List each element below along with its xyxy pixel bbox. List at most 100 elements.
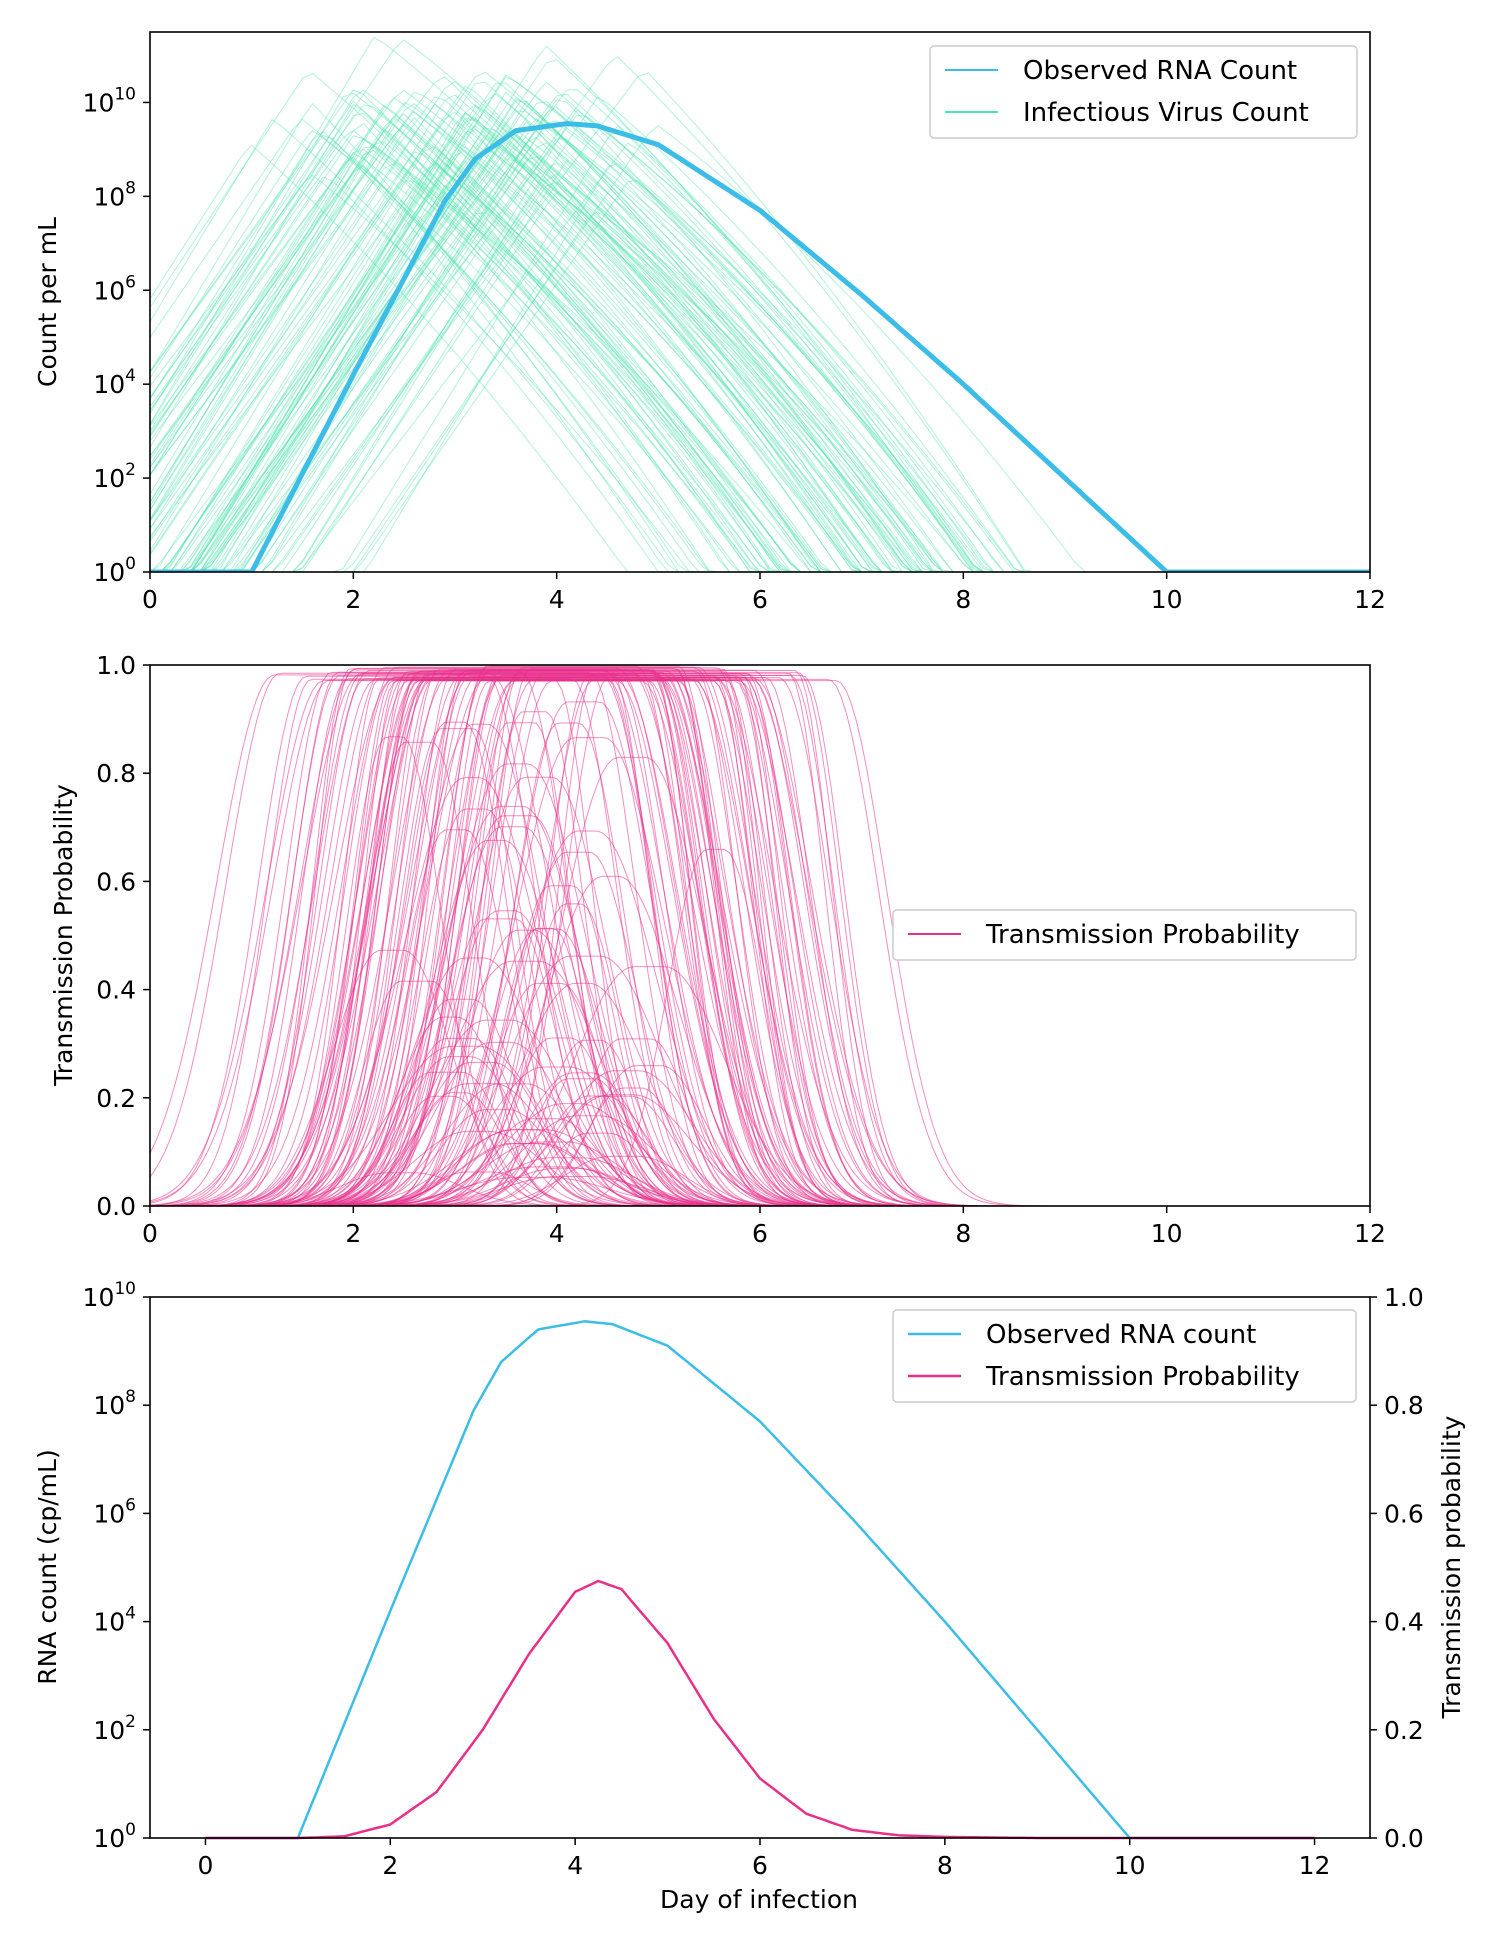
bottom-ylabel-left: RNA count (cp/mL) xyxy=(33,1449,62,1684)
virus-count-curve xyxy=(150,45,1370,572)
x-tick-label: 6 xyxy=(752,1851,768,1880)
virus-count-curve xyxy=(150,36,1370,572)
virus-count-curve xyxy=(150,76,1370,572)
virus-count-curve xyxy=(150,120,1370,572)
virus-count-curve xyxy=(150,113,1370,572)
virus-count-curve xyxy=(150,134,1370,572)
virus-count-curve xyxy=(150,156,1370,572)
bottom-legend-rna-label: Observed RNA count xyxy=(986,1320,1256,1350)
virus-count-curve xyxy=(150,110,1370,572)
virus-count-curve xyxy=(150,89,1370,572)
x-tick-label: 6 xyxy=(752,585,768,614)
x-tick-label: 4 xyxy=(549,585,565,614)
virus-count-curve xyxy=(150,158,1370,572)
virus-count-curve xyxy=(150,100,1370,572)
virus-count-curve xyxy=(150,142,1370,572)
virus-count-curve xyxy=(150,91,1370,572)
virus-count-curve xyxy=(150,112,1370,572)
virus-count-curve xyxy=(150,103,1370,572)
bottom-xlabel: Day of infection xyxy=(660,1885,858,1914)
y-tick-label: 0.2 xyxy=(96,1084,136,1113)
y-tick-label: 1010 xyxy=(83,84,136,117)
virus-count-curve xyxy=(150,181,1370,572)
virus-count-curve xyxy=(150,99,1370,572)
y-tick-label: 102 xyxy=(93,1712,136,1745)
y-tick-label: 1010 xyxy=(83,1279,136,1312)
x-tick-label: 10 xyxy=(1151,585,1183,614)
virus-count-curve xyxy=(150,152,1370,572)
virus-count-curve xyxy=(150,135,1370,572)
virus-count-curve xyxy=(150,80,1370,572)
virus-count-curve xyxy=(150,141,1370,572)
virus-count-curve xyxy=(150,142,1370,572)
virus-count-curve xyxy=(150,129,1370,572)
virus-count-curve xyxy=(150,103,1370,572)
virus-count-curve xyxy=(150,151,1370,572)
virus-count-curve xyxy=(150,71,1370,572)
y-tick-label: 108 xyxy=(93,178,136,211)
y-tick-label: 0.4 xyxy=(96,976,136,1005)
virus-count-curve xyxy=(150,104,1370,572)
y-right-tick-label: 0.8 xyxy=(1384,1391,1424,1420)
top-panel: 0 2 4 6 8 10 12 100 102 104 106 108 1010 Count per m… xyxy=(33,31,1386,614)
virus-count-curve xyxy=(150,128,1370,572)
virus-count-curve xyxy=(150,150,1370,572)
virus-count-curve xyxy=(150,93,1370,572)
y-tick-label: 104 xyxy=(93,1604,136,1637)
virus-count-curve xyxy=(150,85,1370,572)
middle-legend-box xyxy=(892,909,1357,961)
virus-count-curve xyxy=(150,100,1370,572)
virus-count-curve xyxy=(150,125,1370,572)
y-right-tick-label: 0.4 xyxy=(1384,1608,1424,1637)
middle-ylabel: Transmission Probability xyxy=(49,784,78,1087)
virus-count-curve xyxy=(150,117,1370,572)
virus-count-curve xyxy=(150,184,1370,572)
virus-count-curve xyxy=(150,97,1370,572)
virus-count-curve xyxy=(150,112,1370,572)
virus-count-curve xyxy=(150,76,1370,572)
x-tick-label: 12 xyxy=(1354,585,1386,614)
virus-count-curve xyxy=(150,146,1370,572)
x-tick-label: 0 xyxy=(142,585,158,614)
x-tick-label: 8 xyxy=(955,1219,971,1248)
virus-count-curve xyxy=(150,160,1370,572)
virus-count-curve xyxy=(150,96,1370,572)
virus-count-curve xyxy=(150,118,1370,572)
virus-count-curve xyxy=(150,94,1370,572)
virus-count-curve xyxy=(150,163,1370,572)
virus-count-curve xyxy=(150,39,1370,572)
top-legend-virus-label: Infectious Virus Count xyxy=(1023,98,1309,128)
virus-count-curve xyxy=(150,91,1370,572)
virus-count-curve xyxy=(150,72,1370,572)
x-tick-label: 10 xyxy=(1151,1219,1183,1248)
virus-count-curve xyxy=(150,147,1370,572)
y-tick-label: 108 xyxy=(93,1387,136,1420)
virus-count-curve xyxy=(150,105,1370,572)
virus-count-curve xyxy=(150,125,1370,572)
top-legend: Observed RNA Count Infectious Virus Coun… xyxy=(929,45,1358,139)
virus-count-curve xyxy=(150,100,1370,572)
virus-count-curve xyxy=(150,114,1370,572)
virus-count-curve xyxy=(150,162,1370,572)
x-tick-label: 8 xyxy=(955,585,971,614)
virus-count-curve xyxy=(150,129,1370,572)
virus-count-curve xyxy=(150,111,1370,572)
virus-count-curve xyxy=(150,156,1370,572)
virus-count-curve xyxy=(150,97,1370,572)
x-tick-label: 8 xyxy=(937,1851,953,1880)
virus-count-curve xyxy=(150,81,1370,572)
bottom-ylabel-right: Transmission probability xyxy=(1437,1415,1466,1719)
y-right-tick-label: 0.6 xyxy=(1384,1499,1424,1528)
virus-count-curve xyxy=(150,93,1370,572)
virus-count-curve xyxy=(150,129,1370,572)
virus-count-curve xyxy=(150,118,1370,572)
virus-count-curve xyxy=(150,59,1370,572)
bottom-legend-box xyxy=(892,1309,1357,1403)
top-plot-lines xyxy=(150,36,1370,572)
virus-count-curve xyxy=(150,144,1370,572)
virus-count-curve xyxy=(150,120,1370,572)
top-ticks: 0 2 4 6 8 10 12 100 102 104 106 108 1010 xyxy=(83,84,1386,614)
virus-count-curve xyxy=(150,124,1370,572)
virus-count-curve xyxy=(150,89,1370,572)
y-tick-label: 104 xyxy=(93,366,136,399)
